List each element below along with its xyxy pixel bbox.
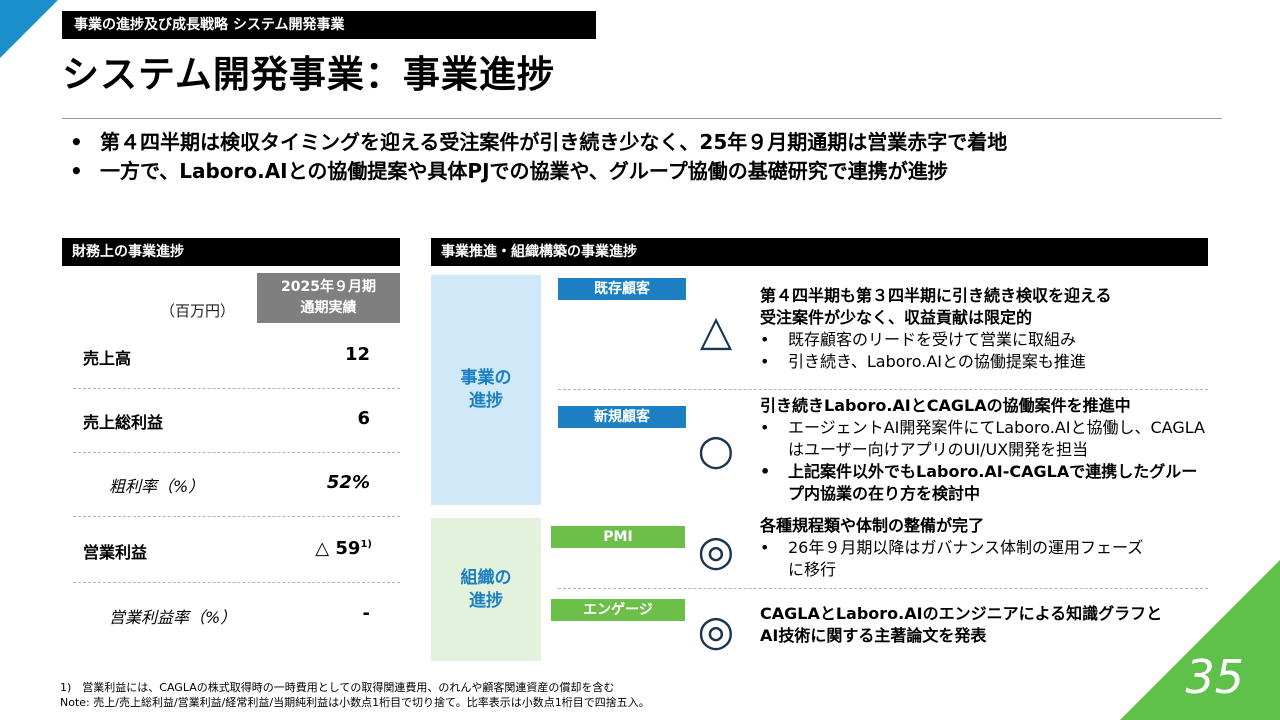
double-circle-icon: ◎: [697, 526, 735, 575]
triangle-icon: △: [699, 306, 733, 355]
item-bullet: 26年９月期以降はガバナンス体制の運用フェーズに移行: [760, 537, 1158, 581]
chip-pmi: PMI: [551, 526, 685, 548]
footnote-line: Note: 売上/売上総利益/営業利益/経常利益/当期純利益は小数点1桁目で切り…: [60, 696, 650, 709]
label-line: 進捗: [469, 590, 503, 611]
chip-existing-customers: 既存顧客: [558, 278, 686, 300]
summary-bullet: • 第４四半期は検収タイミングを迎える受注案件が引き続き少なく、25年９月期通期は…: [70, 130, 1008, 154]
financial-band-title: 財務上の事業進捗: [62, 238, 400, 266]
engagement-text: CAGLAとLaboro.AIのエンジニアによる知識グラフと AI技術に関する主…: [760, 603, 1220, 647]
item-heading: 引き続きLaboro.AIとCAGLAの協働案件を推進中: [760, 396, 1131, 415]
divider: [558, 588, 1208, 590]
double-circle-icon: ◎: [697, 606, 735, 655]
divider: [558, 389, 1208, 391]
label-line: 進捗: [469, 391, 503, 411]
page-number: 35: [1185, 650, 1244, 704]
row-label: 営業利益率（%）: [109, 608, 237, 627]
business-progress-label: 事業の 進捗: [431, 275, 541, 505]
item-heading: 受注案件が少なく、収益貢献は限定的: [760, 308, 1033, 327]
summary-bullet: • 一方で、Laboro.AIとの協働提案や具体PJでの協業や、グループ協働の基礎…: [70, 159, 948, 183]
item-heading: CAGLAとLaboro.AIのエンジニアによる知識グラフと: [760, 604, 1163, 623]
corner-decoration-bottom-right: [1120, 560, 1280, 720]
table-row-gross-margin: 粗利率（%） 52%: [73, 453, 400, 517]
corner-decoration-top-left: [0, 0, 58, 58]
item-heading: 第４四半期も第３四半期に引き続き検収を迎える: [760, 286, 1112, 305]
item-bullet: 引き続き、Laboro.AIとの協働提案も推進: [760, 351, 1210, 373]
pmi-text: 各種規程類や体制の整備が完了 26年９月期以降はガバナンス体制の運用フェーズに移…: [760, 515, 1210, 581]
new-customers-text: 引き続きLaboro.AIとCAGLAの協働案件を推進中 エージェントAI開発案…: [760, 395, 1210, 505]
summary-bullet-text: 第４四半期は検収タイミングを迎える受注案件が引き続き少なく、25年９月期通期は営…: [100, 130, 1008, 154]
label-line: 事業の: [460, 368, 512, 388]
column-header-line: 2025年９月期: [281, 279, 376, 295]
row-label: 売上高: [83, 349, 132, 368]
row-value-number: △ 59: [315, 538, 361, 559]
summary-bullets: • 第４四半期は検収タイミングを迎える受注案件が引き続き少なく、25年９月期通期は…: [70, 128, 1220, 186]
row-label: 粗利率（%）: [109, 477, 205, 496]
table-row-operating-profit: 営業利益 △ 591): [73, 519, 400, 583]
table-row-operating-margin: 営業利益率（%） -: [73, 584, 400, 648]
row-label: 営業利益: [83, 543, 148, 562]
table-row-gross-profit: 売上総利益 6: [73, 389, 400, 453]
chip-engagement: エンゲージ: [551, 599, 685, 621]
item-bullet: 上記案件以外でもLaboro.AI-CAGLAで連携したグループ内協業の在り方を…: [760, 461, 1210, 505]
title-divider: [62, 118, 1222, 119]
table-row-sales: 売上高 12: [73, 325, 400, 389]
circle-icon: ○: [697, 425, 735, 474]
footnote-marker: 1): [360, 539, 372, 550]
label-line: 組織の: [460, 567, 512, 588]
item-bullet: エージェントAI開発案件にてLaboro.AIと協働し、CAGLAはユーザー向け…: [760, 417, 1210, 461]
row-value: 52%: [326, 472, 370, 493]
column-header: 2025年９月期 通期実績: [257, 273, 400, 323]
page-title: システム開発事業：事業進捗: [62, 53, 555, 96]
footnote-line: 1) 営業利益には、CAGLAの株式取得時の一時費用としての取得関連費用、のれん…: [60, 681, 615, 694]
chip-new-customers: 新規顧客: [558, 406, 686, 428]
org-progress-label: 組織の 進捗: [431, 518, 541, 661]
unit-label: （百万円）: [160, 302, 236, 320]
progress-band-title: 事業推進・組織構築の事業進捗: [431, 238, 1208, 266]
row-value: 12: [344, 344, 370, 365]
item-heading: AI技術に関する主著論文を発表: [760, 626, 987, 645]
row-value: 6: [357, 408, 370, 429]
row-label: 売上総利益: [83, 413, 164, 432]
row-value: △ 591): [315, 538, 372, 559]
summary-bullet-text: 一方で、Laboro.AIとの協働提案や具体PJでの協業や、グループ協働の基礎研…: [100, 159, 948, 183]
section-tag: 事業の進捗及び成長戦略 システム開発事業: [62, 11, 596, 39]
column-header-line: 通期実績: [300, 300, 357, 316]
item-bullet: 既存顧客のリードを受けて営業に取組み: [760, 329, 1210, 351]
existing-customers-text: 第４四半期も第３四半期に引き続き検収を迎える 受注案件が少なく、収益貢献は限定的…: [760, 285, 1210, 373]
row-value: -: [362, 603, 370, 624]
item-heading: 各種規程類や体制の整備が完了: [760, 516, 985, 535]
footnotes: 1) 営業利益には、CAGLAの株式取得時の一時費用としての取得関連費用、のれん…: [60, 680, 650, 710]
